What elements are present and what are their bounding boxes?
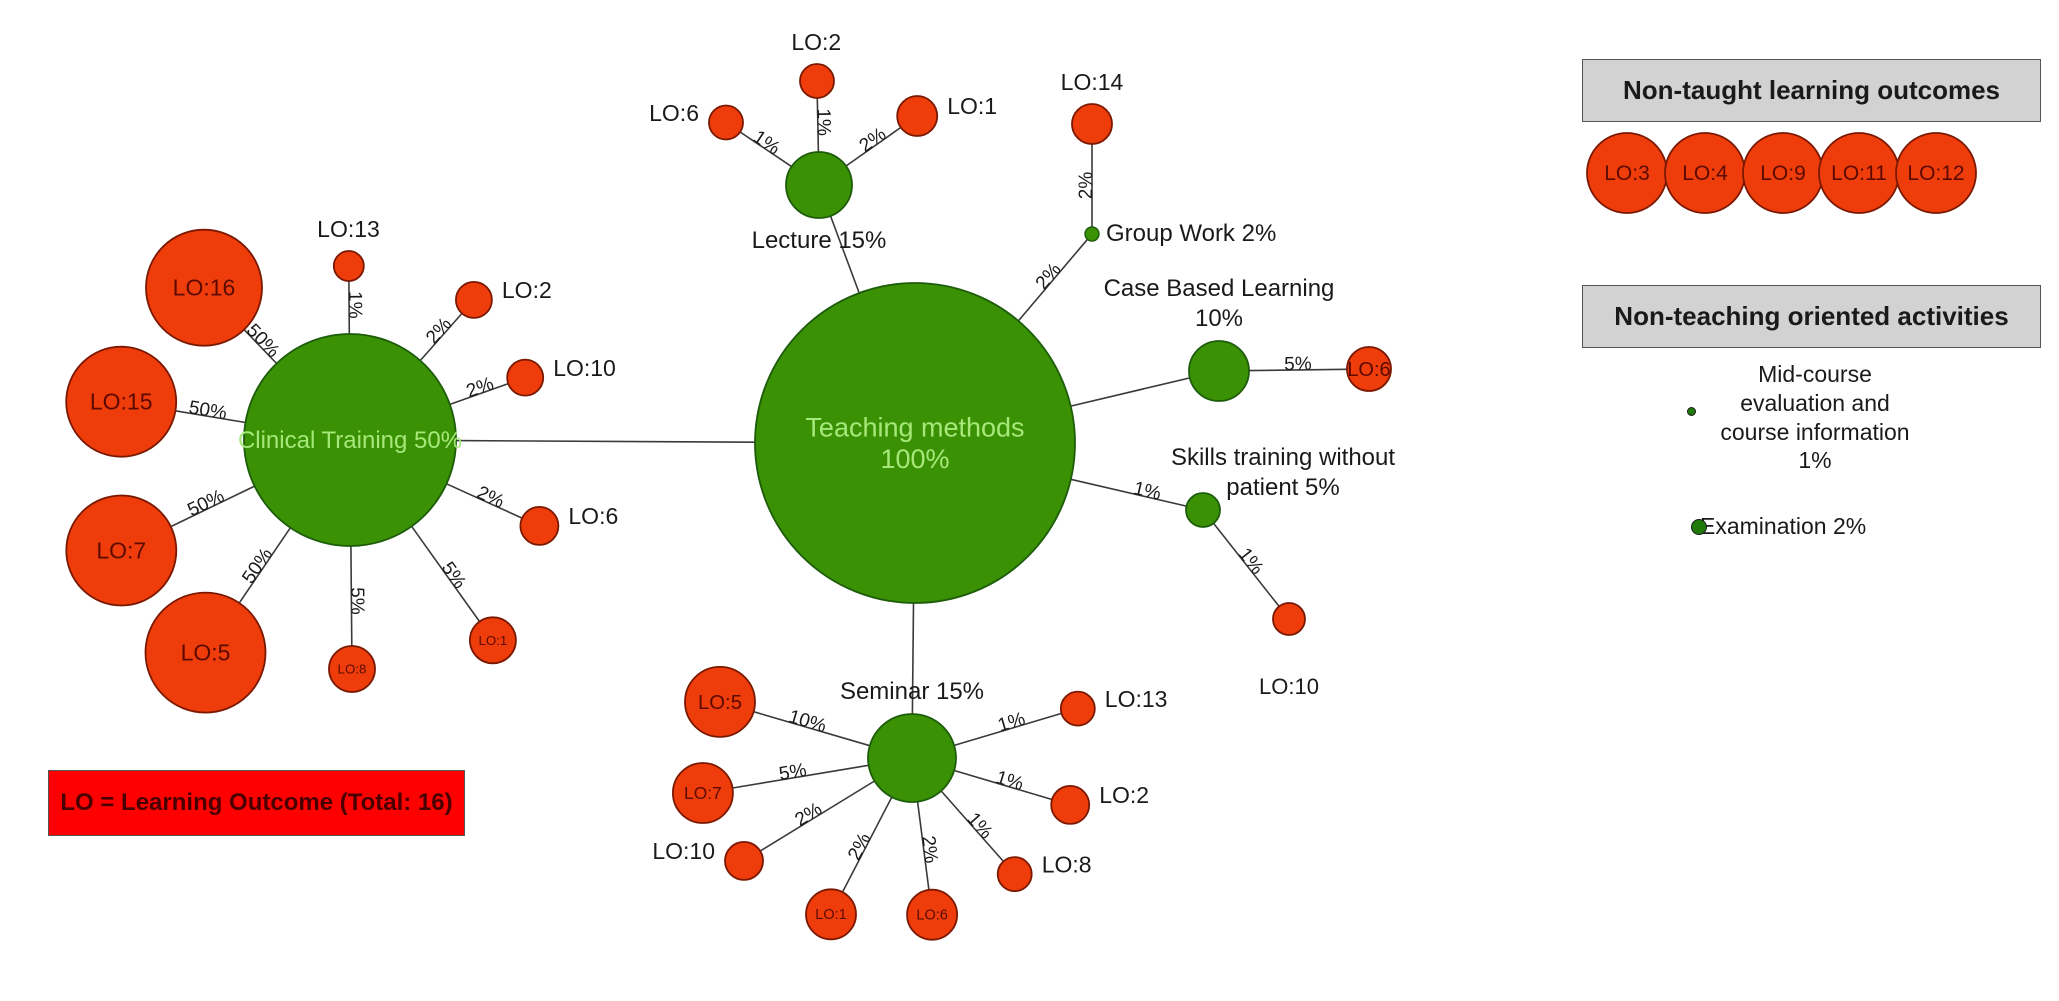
svg-text:LO:3: LO:3 bbox=[1604, 162, 1650, 185]
svg-text:LO:11: LO:11 bbox=[1831, 162, 1887, 185]
svg-text:LO:9: LO:9 bbox=[1760, 162, 1806, 185]
svg-text:LO:4: LO:4 bbox=[1682, 162, 1728, 185]
svg-text:LO:12: LO:12 bbox=[1907, 162, 1964, 185]
